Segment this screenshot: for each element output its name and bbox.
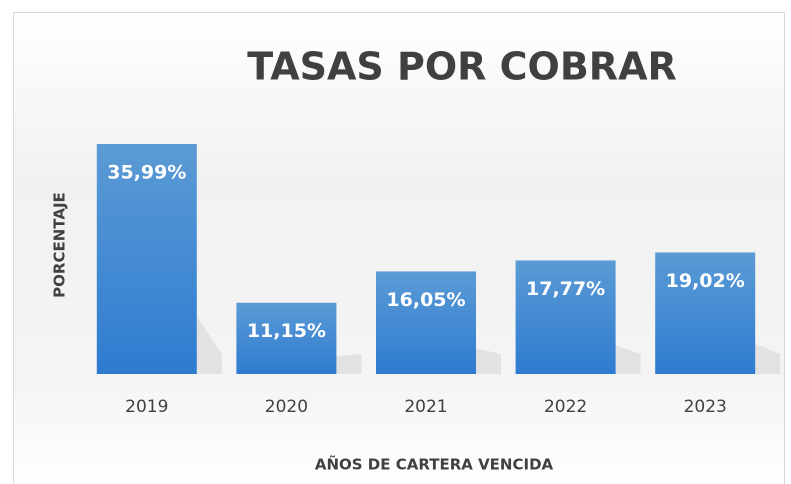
bar (236, 302, 337, 374)
bar (376, 271, 476, 374)
data-label: 35,99% (107, 162, 186, 184)
data-label: 19,02% (666, 270, 745, 292)
bar (515, 260, 616, 374)
bar-shadow (755, 343, 781, 374)
data-label: 17,77% (526, 278, 605, 300)
x-axis-title: AÑOS DE CARTERA VENCIDA (315, 455, 554, 474)
x-tick-label: 2019 (125, 397, 168, 417)
chart-title: TASAS POR COBRAR (247, 45, 677, 89)
bar (96, 144, 197, 374)
x-tick-label: 2020 (265, 397, 308, 417)
bar-shadow (615, 345, 641, 374)
bar-shadow (196, 316, 222, 374)
x-tick-label: 2021 (404, 397, 447, 417)
y-axis-title: PORCENTAJE (51, 192, 69, 298)
x-tick-label: 2023 (684, 397, 727, 417)
x-tick-label: 2022 (544, 397, 587, 417)
bar-shadow (336, 354, 362, 374)
bar-shadow (476, 348, 501, 374)
data-label: 16,05% (386, 289, 465, 311)
bar (655, 252, 756, 374)
data-label: 11,15% (247, 320, 326, 342)
